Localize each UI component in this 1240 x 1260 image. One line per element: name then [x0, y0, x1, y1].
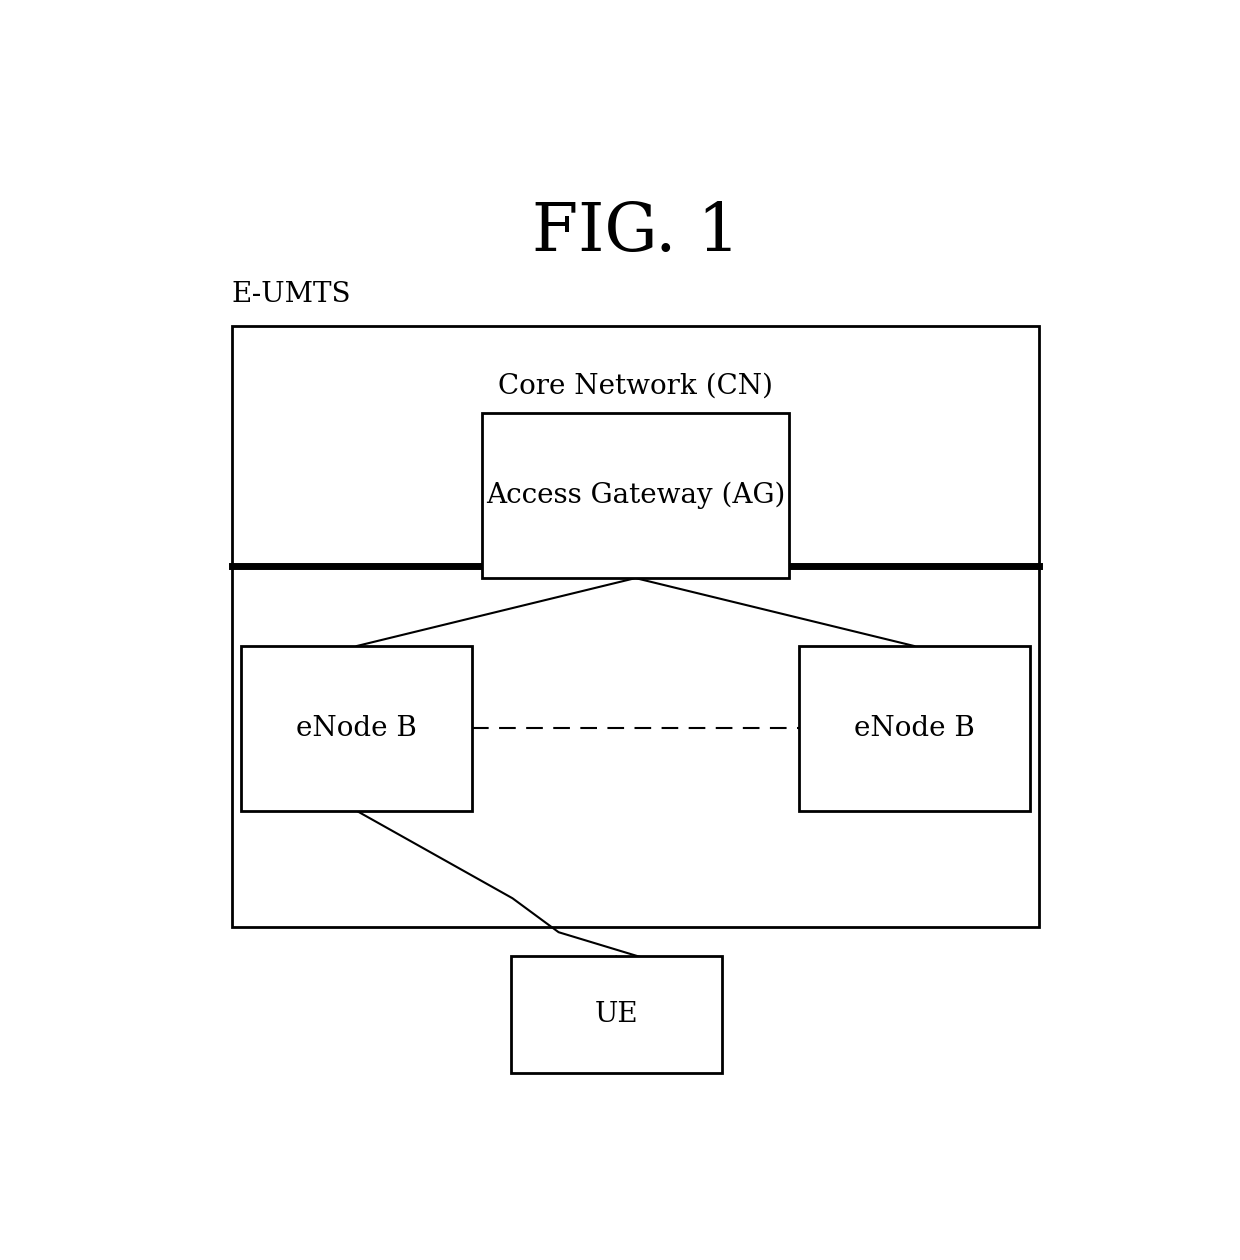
Text: Core Network (CN): Core Network (CN): [498, 373, 773, 399]
Bar: [232, 326, 1039, 927]
Text: FIG. 1: FIG. 1: [532, 199, 739, 265]
Bar: [242, 646, 472, 811]
Text: E-UMTS: E-UMTS: [232, 281, 351, 309]
Text: UE: UE: [594, 1002, 639, 1028]
Text: eNode B: eNode B: [296, 714, 417, 742]
Bar: [481, 413, 789, 578]
Text: eNode B: eNode B: [854, 714, 975, 742]
Bar: [511, 956, 722, 1074]
Bar: [799, 646, 1029, 811]
Text: Access Gateway (AG): Access Gateway (AG): [486, 481, 785, 509]
